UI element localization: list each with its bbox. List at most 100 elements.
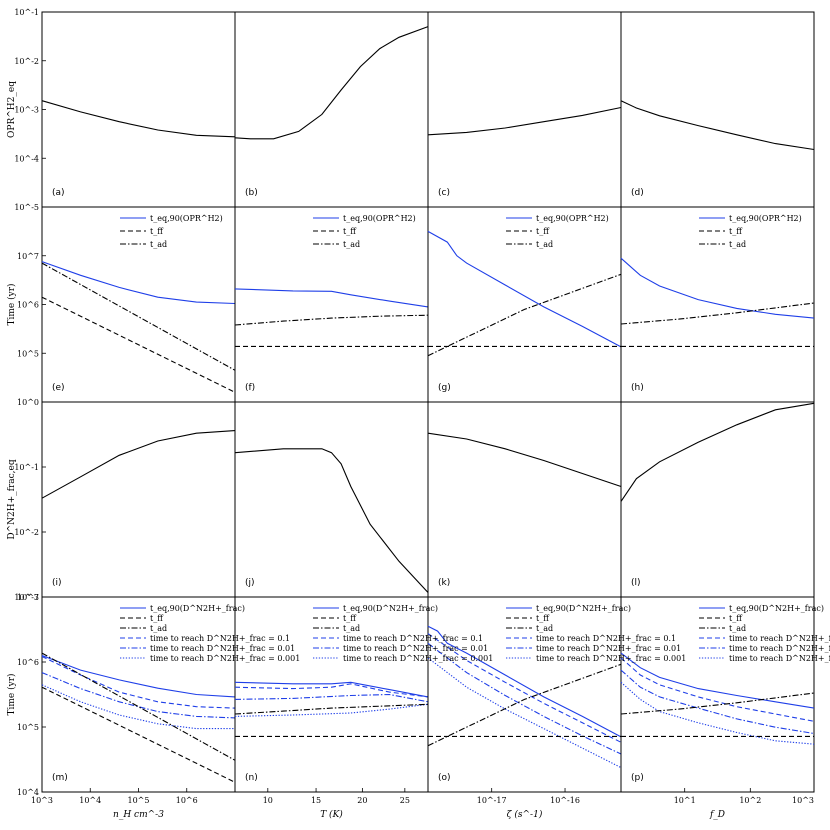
legend-label: t_ad	[150, 624, 167, 633]
y-tick-label: 10^6	[17, 658, 39, 667]
legend-label: t_eq,90(D^N2H+_frac)	[729, 604, 824, 613]
y-axis-label: OPR^H2_eq	[7, 81, 17, 138]
panel-label-d: (d)	[631, 188, 644, 198]
panel-label-b: (b)	[245, 188, 258, 198]
series-line-f-0	[234, 288, 429, 308]
legend-label: t_ad	[729, 240, 746, 249]
y-tick-label: 10^-2	[14, 57, 39, 66]
legend-label: time to reach D^N2H+_frac = 0.001	[150, 654, 300, 663]
panel-frame-k	[427, 401, 622, 598]
x-tick-label: 15	[311, 796, 321, 805]
series-line-j-0	[234, 448, 429, 593]
x-tick-label: 10^4	[79, 796, 101, 805]
legend-label: t_ff	[536, 614, 550, 623]
panel-label-k: (k)	[438, 578, 450, 588]
legend-label: t_eq,90(OPR^H2)	[536, 214, 609, 223]
legend-label: t_ad	[343, 624, 360, 633]
legend-label: t_ff	[729, 614, 743, 623]
panel-label-h: (h)	[631, 383, 644, 393]
series-line-o-0	[427, 625, 622, 738]
y-tick-label: 10^5	[17, 723, 39, 732]
x-tick-label: 10^3	[31, 796, 53, 805]
panel-label-a: (a)	[52, 188, 65, 198]
legend-label: t_ad	[729, 624, 746, 633]
x-tick-label: 10	[263, 796, 273, 805]
series-line-n-1	[234, 683, 429, 698]
series-line-n-5	[234, 703, 429, 715]
series-line-e-1	[41, 296, 236, 393]
panel-frame-g	[427, 206, 622, 403]
panel-frame-o	[427, 596, 622, 793]
panel-frame-m	[41, 596, 236, 793]
series-line-e-0	[41, 261, 236, 305]
legend-label: t_eq,90(D^N2H+_frac)	[150, 604, 245, 613]
legend-label: t_ff	[343, 614, 357, 623]
panel-frame-n	[234, 596, 429, 793]
panel-frame-b	[234, 11, 429, 208]
y-tick-label: 10^0	[17, 398, 39, 407]
series-line-m-3	[41, 684, 235, 730]
series-line-f-2	[234, 314, 429, 326]
legend-label: t_eq,90(D^N2H+_frac)	[536, 604, 631, 613]
panel-frame-l	[620, 401, 815, 598]
series-line-o-3	[427, 657, 622, 769]
series-line-m-2	[41, 672, 236, 719]
panel-label-o: (o)	[438, 773, 451, 783]
legend-label: t_ad	[536, 240, 553, 249]
legend-label: t_eq,90(OPR^H2)	[150, 214, 223, 223]
series-line-n-0	[234, 681, 429, 698]
y-tick-label: 10^-4	[14, 154, 39, 163]
series-line-g-2	[427, 273, 622, 357]
series-line-h-2	[620, 302, 815, 325]
series-line-p-0	[620, 652, 815, 709]
panel-frame-f	[234, 206, 429, 403]
legend-label: t_ff	[150, 227, 164, 236]
legend-label: time to reach D^N2H+_frac = 0.01	[536, 644, 681, 653]
legend-label: t_eq,90(D^N2H+_frac)	[343, 604, 438, 613]
series-line-o-1	[427, 633, 622, 743]
panel-label-m: (m)	[52, 773, 68, 783]
series-line-h-0	[620, 257, 815, 319]
series-line-d-0	[620, 100, 815, 151]
legend-label: time to reach D^N2H+_frac = 0.01	[343, 644, 488, 653]
series-line-b-0	[234, 26, 429, 140]
legend-label: t_ff	[536, 227, 550, 236]
legend-label: t_ad	[150, 240, 167, 249]
series-line-n-2	[234, 693, 429, 703]
y-tick-label: 10^4	[17, 788, 39, 797]
series-line-k-0	[427, 432, 622, 488]
panel-label-f: (f)	[245, 383, 255, 393]
panel-frame-i	[41, 401, 236, 598]
panel-label-j: (j)	[245, 578, 255, 588]
legend-label: time to reach D^N2H+_frac = 0.001	[729, 654, 830, 663]
series-line-o-2	[427, 642, 622, 755]
x-axis-label: n_H cm^-3	[113, 810, 164, 820]
legend-label: t_ad	[536, 624, 553, 633]
panel-label-n: (n)	[245, 773, 258, 783]
series-line-a-0	[41, 100, 236, 138]
y-tick-label: 10^6	[17, 301, 39, 310]
x-tick-label: 25	[400, 796, 410, 805]
panel-frame-j	[234, 401, 429, 598]
panel-frame-p	[620, 596, 815, 793]
series-line-m-5	[41, 652, 236, 761]
series-line-e-2	[41, 262, 236, 371]
series-line-p-2	[620, 669, 815, 735]
y-tick-label: 10^-3	[14, 106, 39, 115]
x-tick-label: 10^1	[674, 796, 696, 805]
panel-label-g: (g)	[438, 383, 451, 393]
legend-label: time to reach D^N2H+_frac = 0.001	[343, 654, 493, 663]
legend-label: t_eq,90(OPR^H2)	[729, 214, 802, 223]
series-line-l-0	[620, 402, 815, 502]
y-axis-label: Time (yr)	[6, 673, 17, 715]
y-tick-label: 10^5	[17, 349, 39, 358]
legend-label: t_ff	[343, 227, 357, 236]
series-line-m-4	[41, 686, 236, 783]
legend-label: time to reach D^N2H+_frac = 0.01	[729, 644, 830, 653]
legend-label: time to reach D^N2H+_frac = 0.1	[729, 634, 830, 643]
x-axis-label: T (K)	[320, 809, 343, 820]
x-tick-label: 20	[357, 796, 367, 805]
x-tick-label: 10^6	[176, 796, 198, 805]
x-tick-label: 10^2	[739, 796, 761, 805]
y-tick-label: 10^-3	[14, 593, 39, 602]
